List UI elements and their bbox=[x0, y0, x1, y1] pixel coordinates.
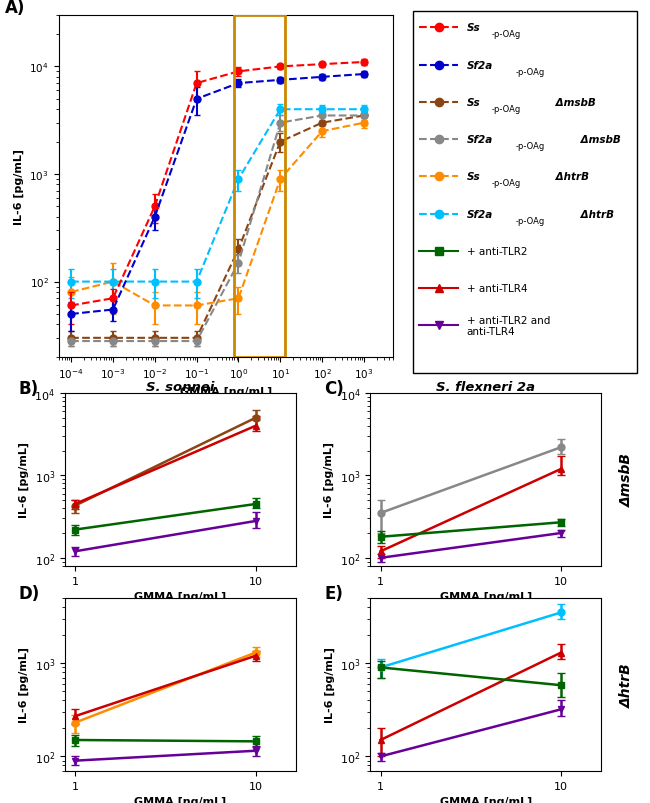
Text: Ss: Ss bbox=[467, 98, 480, 108]
Text: Sf2a: Sf2a bbox=[467, 60, 493, 71]
Text: ΔmsbB: ΔmsbB bbox=[619, 453, 634, 507]
Y-axis label: IL-6 [pg/mL]: IL-6 [pg/mL] bbox=[19, 646, 29, 723]
Y-axis label: IL-6 [pg/mL]: IL-6 [pg/mL] bbox=[14, 149, 24, 225]
Text: -p-OAg: -p-OAg bbox=[516, 217, 545, 226]
Y-axis label: IL-6 [pg/mL]: IL-6 [pg/mL] bbox=[324, 646, 335, 723]
Text: -p-OAg: -p-OAg bbox=[491, 31, 521, 39]
Bar bbox=[235, 16, 285, 357]
Text: Ss: Ss bbox=[467, 172, 480, 182]
Text: ΔhtrB: ΔhtrB bbox=[619, 662, 634, 707]
Text: A): A) bbox=[5, 0, 25, 17]
Y-axis label: IL-6 [pg/mL]: IL-6 [pg/mL] bbox=[19, 442, 29, 518]
Text: D): D) bbox=[19, 585, 40, 602]
Text: B): B) bbox=[19, 380, 39, 397]
X-axis label: GMMA [ng/mL]: GMMA [ng/mL] bbox=[440, 591, 532, 601]
Text: ΔmsbB: ΔmsbB bbox=[552, 98, 596, 108]
Text: Sf2a: Sf2a bbox=[467, 210, 493, 219]
Text: ΔhtrB: ΔhtrB bbox=[552, 172, 590, 182]
Title: S. flexneri 2a: S. flexneri 2a bbox=[436, 381, 536, 393]
Title: S. sonnei: S. sonnei bbox=[146, 381, 214, 393]
Text: ΔmsbB: ΔmsbB bbox=[577, 135, 621, 145]
X-axis label: GMMA [ng/mL]: GMMA [ng/mL] bbox=[440, 796, 532, 803]
Text: C): C) bbox=[324, 380, 344, 397]
Text: -p-OAg: -p-OAg bbox=[516, 67, 545, 76]
Y-axis label: IL-6 [pg/mL]: IL-6 [pg/mL] bbox=[324, 442, 334, 518]
Text: -p-OAg: -p-OAg bbox=[491, 179, 521, 188]
Text: -p-OAg: -p-OAg bbox=[491, 104, 521, 114]
Text: E): E) bbox=[324, 585, 343, 602]
Text: ΔhtrB: ΔhtrB bbox=[577, 210, 614, 219]
Text: -p-OAg: -p-OAg bbox=[516, 142, 545, 151]
Text: Ss: Ss bbox=[467, 23, 480, 33]
X-axis label: GMMA [ng/mL]: GMMA [ng/mL] bbox=[180, 386, 272, 397]
Text: + anti-TLR4: + anti-TLR4 bbox=[467, 283, 527, 294]
X-axis label: GMMA [ng/mL]: GMMA [ng/mL] bbox=[135, 796, 226, 803]
X-axis label: GMMA [ng/mL]: GMMA [ng/mL] bbox=[135, 591, 226, 601]
Text: + anti-TLR2 and
anti-TLR4: + anti-TLR2 and anti-TLR4 bbox=[467, 316, 550, 336]
Text: Sf2a: Sf2a bbox=[467, 135, 493, 145]
Text: + anti-TLR2: + anti-TLR2 bbox=[467, 247, 527, 257]
